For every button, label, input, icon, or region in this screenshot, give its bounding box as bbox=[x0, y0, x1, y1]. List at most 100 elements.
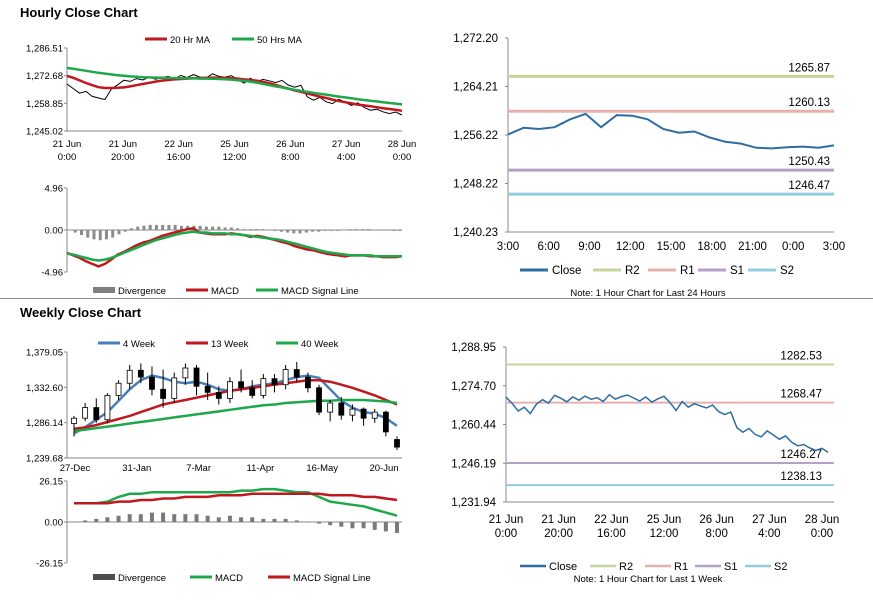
divergence-bar bbox=[250, 517, 255, 522]
divergence-bar bbox=[279, 230, 283, 232]
legend-label: 13 Week bbox=[211, 339, 249, 350]
series-line-close bbox=[507, 112, 835, 150]
divergence-bar bbox=[242, 229, 246, 230]
legend-label: 20 Hr MA bbox=[170, 35, 211, 46]
x-tick-label: 26 Jun bbox=[699, 514, 734, 526]
divergence-bar bbox=[383, 522, 388, 532]
divergence-bar bbox=[227, 515, 232, 522]
legend-label: Close bbox=[549, 561, 577, 573]
divergence-bar bbox=[261, 518, 266, 522]
legend-label: MACD Signal Line bbox=[293, 573, 371, 584]
divergence-bar bbox=[198, 225, 202, 230]
divergence-bar bbox=[72, 522, 76, 523]
divergence-bar bbox=[342, 230, 346, 231]
divergence-bar bbox=[367, 229, 371, 230]
candle-body bbox=[360, 408, 367, 419]
x-tick-label: 20:00 bbox=[111, 152, 135, 163]
divergence-bar bbox=[136, 226, 140, 230]
candle-body bbox=[382, 411, 389, 433]
y-tick-label: 1,246.19 bbox=[451, 458, 496, 470]
divergence-bar bbox=[379, 230, 383, 231]
x-tick-label: 0:00 bbox=[58, 152, 77, 163]
x-tick-label: 9:00 bbox=[578, 241, 600, 253]
divergence-bar bbox=[261, 229, 265, 230]
divergence-bar bbox=[172, 514, 177, 522]
legend-label: R1 bbox=[680, 265, 695, 277]
divergence-bar bbox=[111, 230, 115, 238]
candle-body bbox=[371, 411, 378, 419]
y-tick-label: 1,274.70 bbox=[451, 381, 496, 393]
divergence-bar bbox=[161, 224, 165, 230]
candle-body bbox=[271, 378, 278, 386]
x-tick-label: 8:00 bbox=[705, 528, 727, 540]
y-tick-label: 1,248.22 bbox=[453, 179, 498, 191]
divergence-bar bbox=[294, 520, 299, 522]
hourly-section-title: Hourly Close Chart bbox=[20, 5, 138, 20]
y-tick-label: 1,231.94 bbox=[451, 497, 496, 509]
divergence-bar bbox=[229, 227, 233, 230]
divergence-bar bbox=[267, 230, 271, 231]
legend-label: MACD bbox=[215, 573, 243, 584]
divergence-bar bbox=[254, 229, 258, 230]
y-tick-label: 0.00 bbox=[45, 226, 64, 237]
series-line-macd bbox=[74, 487, 398, 517]
legend-label: MACD Signal Line bbox=[281, 286, 359, 297]
x-tick-label: 28 Jun bbox=[805, 514, 840, 526]
y-tick-label: -26.15 bbox=[36, 559, 63, 570]
x-tick-label: 31-Jan bbox=[122, 463, 151, 474]
x-tick-label: 20:00 bbox=[544, 528, 573, 540]
divergence-bar bbox=[304, 230, 308, 233]
divergence-bar bbox=[204, 226, 208, 230]
y-tick-label: 1,260.44 bbox=[451, 420, 496, 432]
divergence-bar bbox=[273, 230, 277, 231]
y-tick-label: 26.15 bbox=[39, 477, 63, 488]
candle-body bbox=[104, 394, 111, 421]
divergence-bar bbox=[298, 230, 302, 234]
divergence-bar bbox=[292, 230, 296, 234]
divergence-bar bbox=[211, 226, 215, 230]
divergence-bar bbox=[392, 230, 396, 231]
x-tick-label: 22 Jun bbox=[164, 139, 193, 150]
divergence-bar bbox=[79, 230, 83, 236]
legend-label: Divergence bbox=[118, 573, 166, 584]
pivot-label-r1: 1260.13 bbox=[788, 97, 830, 109]
divergence-bar bbox=[149, 512, 154, 522]
legend-label: S1 bbox=[730, 265, 744, 277]
y-tick-label: 1,272.20 bbox=[453, 33, 498, 45]
chart-note: Note: 1 Hour Chart for Last 1 Week bbox=[574, 574, 723, 585]
divergence-bar bbox=[305, 522, 310, 523]
x-tick-label: 3:00 bbox=[497, 241, 519, 253]
candle-body bbox=[338, 402, 345, 416]
x-tick-label: 12:00 bbox=[616, 241, 645, 253]
candle-body bbox=[238, 381, 244, 389]
y-tick-label: 1,286.14 bbox=[26, 418, 63, 429]
legend-label: MACD bbox=[211, 286, 239, 297]
divergence-bar bbox=[372, 522, 377, 530]
divergence-bar bbox=[142, 225, 146, 230]
candle-body bbox=[93, 407, 100, 421]
divergence-bar bbox=[286, 230, 290, 233]
candle-body bbox=[249, 387, 256, 396]
x-tick-label: 21 Jun bbox=[109, 139, 138, 150]
divergence-bar bbox=[105, 517, 110, 522]
divergence-bar bbox=[98, 230, 102, 241]
divergence-bar bbox=[317, 230, 321, 232]
x-tick-label: 22 Jun bbox=[594, 514, 629, 526]
divergence-bar bbox=[328, 522, 333, 526]
weekly-section-title: Weekly Close Chart bbox=[20, 305, 142, 320]
divergence-bar bbox=[179, 225, 183, 230]
x-tick-label: 21:00 bbox=[738, 241, 767, 253]
divergence-bar bbox=[123, 230, 127, 232]
series-line-13-week bbox=[73, 378, 398, 431]
divergence-bar bbox=[92, 230, 96, 240]
divergence-bar bbox=[217, 226, 221, 230]
section-divider bbox=[0, 298, 873, 299]
x-tick-label: 0:00 bbox=[782, 241, 804, 253]
y-tick-label: 1,272.68 bbox=[26, 71, 63, 82]
candle-body bbox=[160, 388, 167, 399]
x-tick-label: 27-Dec bbox=[60, 463, 91, 474]
candle-body bbox=[316, 387, 322, 413]
x-tick-label: 26 Jun bbox=[276, 139, 305, 150]
